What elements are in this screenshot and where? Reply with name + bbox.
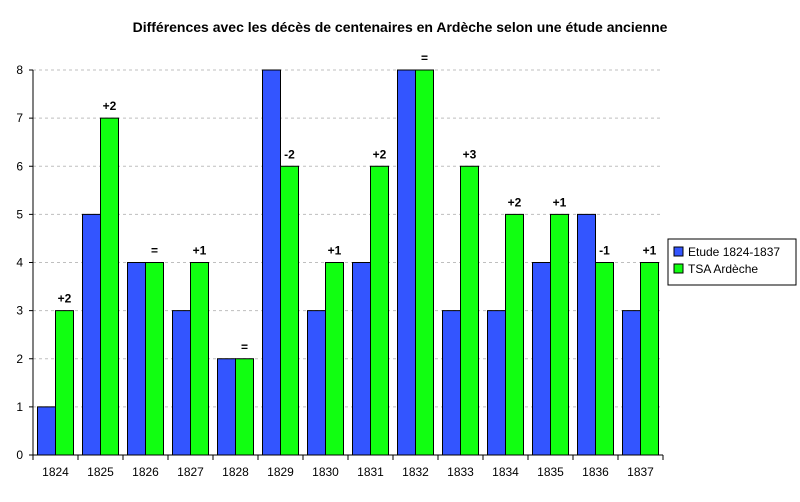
- bar-tsa-1826: [145, 262, 164, 456]
- bar-etude-1836: [577, 213, 596, 456]
- bar-etude-1832: [397, 69, 416, 456]
- x-tick-label: 1835: [537, 465, 564, 479]
- x-tick-label: 1832: [402, 465, 429, 479]
- y-tick-label: 7: [16, 111, 23, 125]
- y-tick-label: 5: [16, 207, 23, 221]
- legend-box: [667, 238, 797, 286]
- bar-tsa-1828: [235, 358, 254, 456]
- annotation-label: +3: [463, 147, 477, 161]
- bar-etude-1829: [262, 69, 281, 456]
- bar-etude-1828: [217, 358, 236, 456]
- y-tick-label: 6: [16, 159, 23, 173]
- annotation-label: -2: [284, 147, 295, 161]
- bar-tsa-1836: [595, 262, 614, 456]
- x-tick-label: 1831: [357, 465, 384, 479]
- chart-title: Différences avec les décès de centenaire…: [133, 19, 668, 35]
- x-tick-label: 1827: [177, 465, 204, 479]
- x-tick-label: 1833: [447, 465, 474, 479]
- bar-tsa-1830: [325, 262, 344, 456]
- x-tick-label: 1834: [492, 465, 519, 479]
- x-tick-label: 1824: [42, 465, 69, 479]
- annotation-label: +1: [328, 244, 342, 258]
- legend-swatch: [673, 246, 684, 257]
- bar-etude-1837: [622, 310, 641, 456]
- y-tick-label: 1: [16, 400, 23, 414]
- bar-etude-1835: [532, 262, 551, 456]
- bar-etude-1833: [442, 310, 461, 456]
- annotation-label: +1: [193, 244, 207, 258]
- tick-labels: 0 1 2 3 4 5 6 7 8 1824 1825 1826 1827 1828 1829 1830 183…: [16, 63, 654, 479]
- x-tick-label: 1830: [312, 465, 339, 479]
- bar-tsa-1833: [460, 165, 479, 456]
- bar-etude-1834: [487, 310, 506, 456]
- legend-label: TSA Ardèche: [688, 262, 758, 276]
- legend: Etude 1824-1837 TSA Ardèche: [667, 238, 797, 286]
- axes: [29, 69, 664, 460]
- y-tick-label: 8: [16, 63, 23, 77]
- bar-etude-1824: [37, 406, 56, 456]
- bar-tsa-1825: [100, 117, 119, 456]
- bar-tsa-1835: [550, 213, 569, 456]
- annotation-label: +2: [58, 292, 72, 306]
- bar-tsa-1837: [640, 262, 659, 456]
- bar-tsa-1829: [280, 165, 299, 456]
- bar-etude-1830: [307, 310, 326, 456]
- bar-tsa-1827: [190, 262, 209, 456]
- bar-tsa-1824: [55, 310, 74, 456]
- annotations: +2 +2 = +1 = -2 +1 +2 = +3 +2 +1 -1 +1: [58, 51, 657, 354]
- x-tick-label: 1829: [267, 465, 294, 479]
- annotation-label: =: [421, 51, 428, 65]
- legend-label: Etude 1824-1837: [688, 245, 780, 259]
- y-tick-label: 3: [16, 304, 23, 318]
- annotation-label: +2: [508, 195, 522, 209]
- x-tick-label: 1825: [87, 465, 114, 479]
- bar-tsa-1832: [415, 69, 434, 456]
- y-tick-label: 4: [16, 256, 23, 270]
- x-tick-label: 1828: [222, 465, 249, 479]
- annotation-label: +2: [373, 147, 387, 161]
- annotation-label: =: [151, 244, 158, 258]
- annotation-label: =: [241, 340, 248, 354]
- legend-swatch: [673, 263, 684, 274]
- annotation-label: +1: [553, 195, 567, 209]
- x-tick-label: 1836: [582, 465, 609, 479]
- bar-etude-1831: [352, 262, 371, 456]
- bar-etude-1826: [127, 262, 146, 456]
- bar-tsa-1834: [505, 213, 524, 456]
- y-tick-label: 0: [16, 448, 23, 462]
- x-tick-label: 1826: [132, 465, 159, 479]
- annotation-label: -1: [599, 244, 610, 258]
- y-tick-label: 2: [16, 352, 23, 366]
- bar-etude-1827: [172, 310, 191, 456]
- x-tick-label: 1837: [627, 465, 654, 479]
- bar-tsa-1831: [370, 165, 389, 456]
- bar-etude-1825: [82, 213, 101, 456]
- annotation-label: +2: [103, 99, 117, 113]
- annotation-label: +1: [643, 244, 657, 258]
